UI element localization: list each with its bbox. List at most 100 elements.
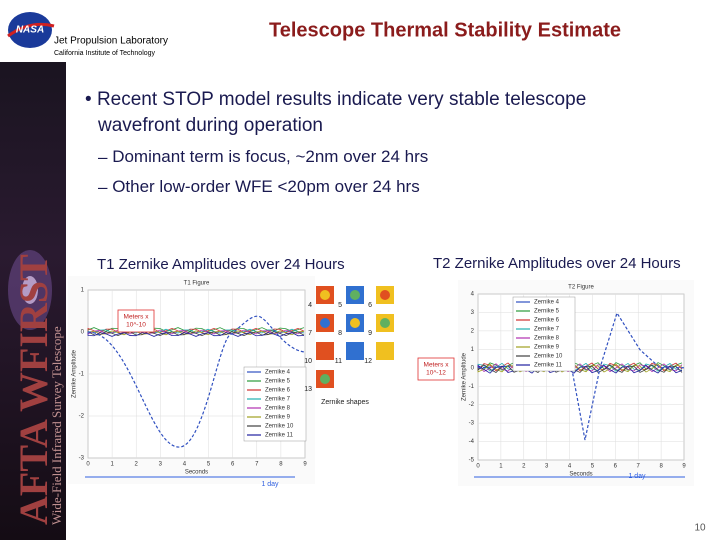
logo-swoosh bbox=[7, 22, 55, 38]
x-tick-label: 6 bbox=[614, 464, 618, 470]
sub-bullet: – Other low-order WFE <20pm over 24 hrs bbox=[98, 177, 420, 196]
shape-number: 11 bbox=[335, 358, 342, 365]
plot-area bbox=[477, 293, 685, 461]
figures: T1 Zernike Amplitudes over 24 Hours T1 Fi… bbox=[68, 255, 694, 488]
shape-number: 7 bbox=[308, 330, 312, 337]
x-tick-label: 2 bbox=[135, 462, 139, 468]
galaxy-core bbox=[22, 276, 38, 304]
page-number: 10 bbox=[694, 523, 706, 534]
legend-label: Zernike 9 bbox=[265, 415, 291, 421]
x-tick-label: 7 bbox=[637, 464, 641, 470]
sub-bullet-text: Dominant term is focus, ~2nm over 24 hrs bbox=[112, 147, 428, 166]
curve bbox=[477, 362, 683, 372]
annotation-text: Meters x bbox=[124, 314, 150, 321]
plot-title: T2 Figure bbox=[568, 285, 594, 291]
annotation-box bbox=[417, 357, 455, 381]
legend-label: Zernike 10 bbox=[534, 354, 563, 360]
x-tick-label: 5 bbox=[591, 464, 595, 470]
y-tick-label: -1 bbox=[469, 384, 475, 390]
y-tick-label: -3 bbox=[469, 421, 475, 427]
zernike-shape-center bbox=[350, 290, 360, 300]
legend-label: Zernike 5 bbox=[534, 309, 560, 315]
focus-curve bbox=[87, 315, 306, 448]
legend-label: Zernike 6 bbox=[265, 388, 291, 394]
shape-number: 10 bbox=[304, 358, 312, 365]
x-tick-label: 3 bbox=[159, 462, 163, 468]
bullet-text: Recent STOP model results indicate very … bbox=[97, 89, 586, 110]
legend-label: Zernike 9 bbox=[534, 345, 560, 351]
span-label: 1 day bbox=[261, 481, 279, 488]
x-tick-label: 0 bbox=[86, 462, 90, 468]
y-tick-label: -5 bbox=[469, 458, 475, 464]
y-axis-label: Zernike Amplitude bbox=[72, 349, 78, 398]
y-tick-label: 4 bbox=[471, 292, 475, 298]
y-tick-label: -4 bbox=[469, 439, 475, 445]
y-tick-label: 3 bbox=[471, 310, 475, 316]
x-tick-label: 4 bbox=[183, 462, 187, 468]
figure-heading: T1 Zernike Amplitudes over 24 Hours bbox=[97, 256, 345, 273]
y-tick-label: 0 bbox=[471, 365, 475, 371]
legend-label: Zernike 7 bbox=[265, 397, 291, 403]
x-tick-label: 9 bbox=[682, 464, 686, 470]
annotation-text: 10^-10 bbox=[126, 322, 146, 329]
institute-name: California Institute of Technology bbox=[54, 50, 156, 57]
legend-label: Zernike 10 bbox=[265, 424, 294, 430]
shape-number: 9 bbox=[368, 330, 372, 337]
x-axis-label: Seconds bbox=[185, 470, 208, 476]
x-tick-label: 0 bbox=[476, 464, 480, 470]
shape-number: 4 bbox=[308, 302, 312, 309]
curve bbox=[477, 364, 683, 374]
lab-name: Jet Propulsion Laboratory bbox=[54, 36, 168, 47]
legend-box bbox=[243, 366, 307, 442]
x-tick-label: 1 bbox=[499, 464, 503, 470]
figure-heading: T2 Zernike Amplitudes over 24 Hours bbox=[433, 255, 681, 272]
legend-label: Zernike 5 bbox=[265, 379, 291, 385]
sub-bullet-text: Other low-order WFE <20pm over 24 hrs bbox=[112, 177, 420, 196]
y-tick-label: 1 bbox=[81, 288, 85, 294]
slide-title: Telescope Thermal Stability Estimate bbox=[269, 19, 621, 41]
x-tick-label: 8 bbox=[279, 462, 283, 468]
zernike-shape-center bbox=[380, 346, 390, 356]
bullet-1-cont: wavefront during operation bbox=[97, 115, 323, 136]
sidebar-title: AFTA WFIRST bbox=[11, 254, 56, 525]
shape-number: 5 bbox=[338, 302, 342, 309]
y-tick-label: -1 bbox=[79, 372, 85, 378]
x-tick-label: 8 bbox=[659, 464, 663, 470]
legend-label: Zernike 8 bbox=[265, 406, 291, 412]
x-tick-label: 1 bbox=[110, 462, 114, 468]
curve bbox=[477, 363, 683, 373]
logo-text: NASA bbox=[16, 25, 44, 36]
zernike-shape-center bbox=[350, 346, 360, 356]
curve bbox=[477, 364, 683, 374]
legend-label: Zernike 11 bbox=[534, 363, 563, 369]
zernike-shape-center bbox=[320, 346, 330, 356]
legend-box bbox=[512, 296, 576, 372]
zernike-shape-center bbox=[380, 318, 390, 328]
y-tick-label: -2 bbox=[79, 414, 85, 420]
shape-number: 8 bbox=[338, 330, 342, 337]
x-tick-label: 3 bbox=[545, 464, 549, 470]
x-axis-label: Seconds bbox=[569, 472, 592, 478]
legend-label: Zernike 6 bbox=[534, 318, 560, 324]
nasa-logo bbox=[8, 12, 52, 48]
shapes-label: Zernike shapes bbox=[321, 399, 369, 406]
legend-label: Zernike 11 bbox=[265, 433, 294, 439]
x-tick-label: 4 bbox=[568, 464, 572, 470]
sidebar-subtitle: Wide-Field Infrared Survey Telescope bbox=[49, 326, 64, 525]
legend-label: Zernike 7 bbox=[534, 327, 560, 333]
x-tick-label: 7 bbox=[255, 462, 259, 468]
curve bbox=[87, 331, 305, 337]
zernike-shape-center bbox=[350, 318, 360, 328]
zernike-shape-center bbox=[320, 318, 330, 328]
y-tick-label: -3 bbox=[79, 456, 85, 462]
y-tick-label: 0 bbox=[81, 330, 85, 336]
plot-title: T1 Figure bbox=[184, 281, 210, 287]
zernike-shape-center bbox=[380, 290, 390, 300]
shape-number: 13 bbox=[304, 386, 312, 393]
x-tick-label: 9 bbox=[303, 462, 307, 468]
x-tick-label: 6 bbox=[231, 462, 235, 468]
curve bbox=[87, 332, 305, 337]
y-tick-label: -2 bbox=[469, 402, 475, 408]
